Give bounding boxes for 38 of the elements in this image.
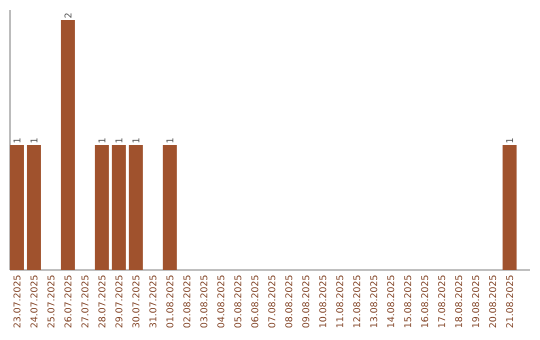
data-label: 2 bbox=[64, 13, 72, 18]
x-tick-label: 15.08.2025 bbox=[404, 276, 412, 328]
data-label: 1 bbox=[506, 138, 514, 142]
x-tick-label: 29.07.2025 bbox=[115, 276, 122, 328]
x-tick-label: 09.08.2025 bbox=[302, 276, 310, 328]
x-tick-label: 06.08.2025 bbox=[251, 276, 258, 328]
x-tick-label: 03.08.2025 bbox=[200, 276, 208, 328]
x-tick-label: 14.08.2025 bbox=[387, 276, 394, 328]
x-tick-label: 05.08.2025 bbox=[234, 276, 242, 328]
x-tick-label: 24.07.2025 bbox=[30, 276, 38, 328]
data-label: 1 bbox=[116, 138, 122, 142]
x-tick-label: 18.08.2025 bbox=[455, 276, 462, 328]
data-label: 1 bbox=[98, 138, 106, 142]
x-tick-label: 10.08.2025 bbox=[319, 276, 326, 328]
x-tick-label: 19.08.2025 bbox=[472, 276, 480, 328]
x-tick-label: 17.08.2025 bbox=[438, 276, 446, 328]
x-tick-label: 27.07.2025 bbox=[81, 276, 88, 328]
x-tick-label: 28.07.2025 bbox=[98, 276, 106, 328]
x-tick-label: 20.08.2025 bbox=[489, 276, 496, 328]
x-tick-label: 23.07.2025 bbox=[13, 276, 20, 328]
x-tick-label: 12.08.2025 bbox=[353, 276, 360, 328]
x-tick-label: 30.07.2025 bbox=[132, 276, 140, 328]
data-label: 1 bbox=[14, 138, 20, 142]
x-tick-label: 07.08.2025 bbox=[268, 276, 276, 328]
x-tick-label: 02.08.2025 bbox=[183, 276, 190, 328]
data-label: 1 bbox=[132, 138, 140, 142]
x-tick-label: 01.08.2025 bbox=[166, 276, 174, 328]
data-label: 1 bbox=[30, 138, 38, 142]
x-tick-label: 31.07.2025 bbox=[149, 276, 156, 328]
x-tick-label: 26.07.2025 bbox=[64, 276, 72, 328]
data-label: 1 bbox=[166, 138, 174, 142]
x-tick-label: 16.08.2025 bbox=[421, 276, 428, 328]
x-tick-label: 04.08.2025 bbox=[217, 276, 224, 328]
x-tick-label: 21.08.2025 bbox=[506, 276, 514, 328]
x-tick-label: 08.08.2025 bbox=[285, 276, 292, 328]
x-tick-label: 25.07.2025 bbox=[47, 276, 54, 328]
x-tick-label: 11.08.2025 bbox=[336, 276, 344, 328]
x-tick-label: 13.08.2025 bbox=[370, 276, 378, 328]
